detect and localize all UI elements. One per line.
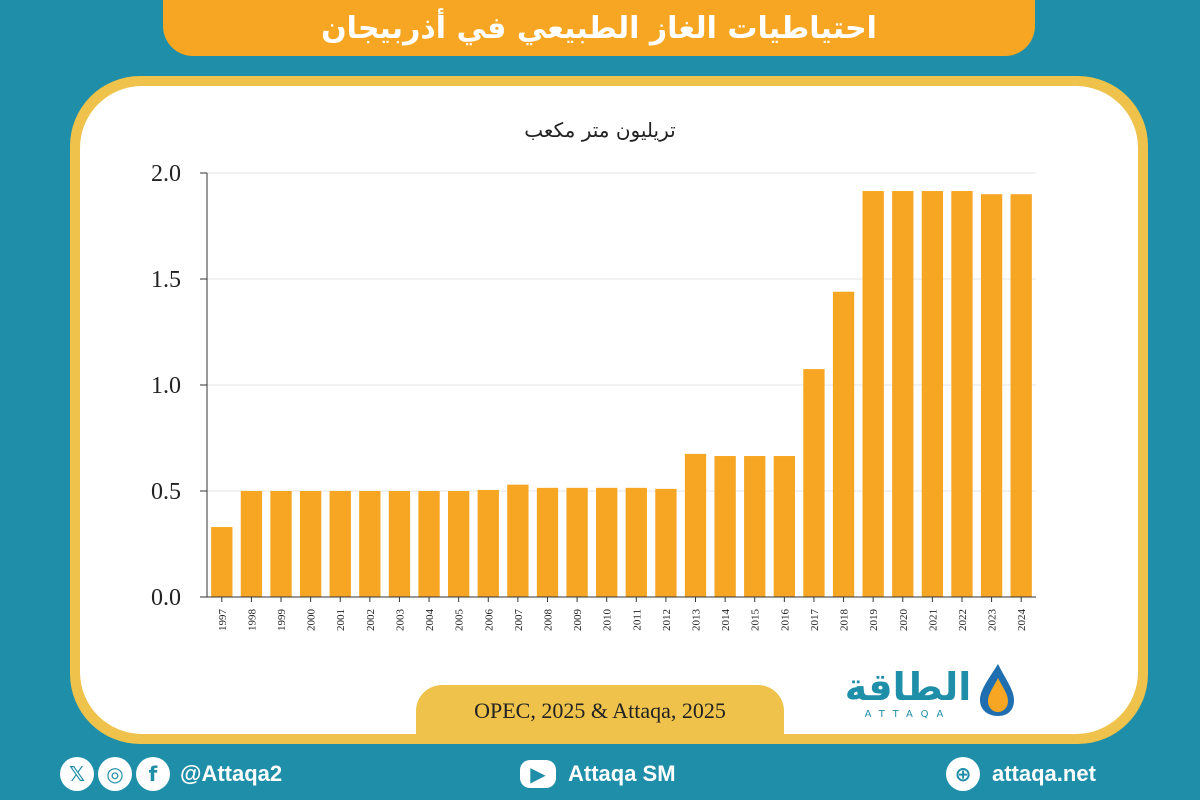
y-tick-label: 1.5 <box>151 267 181 293</box>
youtube-link: ▶ Attaqa SM <box>520 748 676 800</box>
y-axis-ticks: 0.0 0.5 1.0 1.5 2.0 <box>151 161 207 611</box>
bar-2015 <box>744 456 766 597</box>
bar-2016 <box>773 456 795 597</box>
x-tick-label: 2005 <box>454 609 466 632</box>
youtube-label[interactable]: Attaqa SM <box>568 761 676 786</box>
x-tick-label: 2009 <box>572 609 584 632</box>
bar-2009 <box>566 487 588 597</box>
bar-2017 <box>803 369 825 597</box>
bar-2010 <box>596 487 618 597</box>
bar-2004 <box>418 491 440 597</box>
x-tick-label: 2008 <box>542 609 554 632</box>
x-tick-label: 2020 <box>898 609 910 632</box>
x-tick-label: 2015 <box>750 609 762 632</box>
x-tick-label: 2013 <box>691 609 703 632</box>
bar-1999 <box>270 491 292 597</box>
bar-2019 <box>862 191 884 597</box>
y-axis-label: تريليون متر مكعب <box>524 118 675 142</box>
x-tick-label: 2016 <box>779 609 791 632</box>
x-tick-label: 2011 <box>631 609 643 631</box>
x-tick-label: 2017 <box>809 609 821 632</box>
bar-2000 <box>299 491 322 597</box>
x-tick-label: 2004 <box>424 609 436 632</box>
y-tick-label: 0.5 <box>151 479 181 505</box>
facebook-icon[interactable]: f <box>136 757 170 791</box>
x-tick-label: 1999 <box>276 609 288 632</box>
x-tick-label: 2014 <box>720 609 732 632</box>
website-label[interactable]: attaqa.net <box>992 761 1096 786</box>
y-tick-label: 2.0 <box>151 161 181 187</box>
bar-2001 <box>329 491 351 597</box>
bar-2005 <box>448 491 470 597</box>
bar-1998 <box>240 491 263 597</box>
drop-icon <box>980 664 1014 716</box>
youtube-icon[interactable]: ▶ <box>520 760 556 788</box>
x-tick-label: 2021 <box>927 609 939 631</box>
logo-arabic: الطاقة <box>845 665 972 709</box>
bars-group <box>211 191 1032 597</box>
bar-2023 <box>980 194 1003 597</box>
x-tick-label: 2023 <box>987 609 999 632</box>
x-tick-label: 2000 <box>306 609 318 632</box>
bar-2022 <box>951 191 973 597</box>
x-tick-label: 2012 <box>661 609 673 631</box>
x-tick-label: 2002 <box>365 609 377 631</box>
bar-2021 <box>921 191 944 597</box>
bar-2002 <box>359 491 381 597</box>
bar-2007 <box>507 484 529 597</box>
social-handle[interactable]: @Attaqa2 <box>180 761 283 786</box>
globe-icon[interactable]: ⊕ <box>946 757 980 791</box>
x-tick-label: 1998 <box>246 609 258 632</box>
instagram-icon[interactable]: ◎ <box>98 757 132 791</box>
x-tick-label: 2010 <box>602 609 614 632</box>
source-label: OPEC, 2025 & Attaqa, 2025 <box>416 685 784 737</box>
attaqa-logo: الطاقة ATTAQA <box>845 664 1014 720</box>
x-tick-label: 2019 <box>868 609 880 632</box>
website-link: ⊕ attaqa.net <box>946 748 1096 800</box>
bar-2014 <box>714 456 736 597</box>
x-tick-label: 2018 <box>839 609 851 632</box>
bar-2013 <box>684 453 707 597</box>
page-title: احتياطيات الغاز الطبيعي في أذربيجان <box>163 0 1035 56</box>
y-tick-label: 0.0 <box>151 585 181 611</box>
x-tick-label: 2024 <box>1016 609 1028 632</box>
x-icon[interactable]: 𝕏 <box>60 757 94 791</box>
bar-2011 <box>625 487 647 597</box>
x-tick-label: 2001 <box>335 609 347 631</box>
bar-1997 <box>211 527 233 597</box>
x-axis-ticks: 1997 1998 1999 2000 2001 2002 2003 2004 2005 2006… <box>217 597 1028 631</box>
y-tick-label: 1.0 <box>151 373 181 399</box>
bar-2006 <box>477 489 499 597</box>
x-tick-label: 2022 <box>957 609 969 631</box>
x-tick-label: 2006 <box>483 609 495 632</box>
footer: 𝕏 ◎ f @Attaqa2 ▶ Attaqa SM ⊕ attaqa.net <box>0 748 1200 800</box>
x-tick-label: 2003 <box>394 609 406 632</box>
bar-2024 <box>1010 194 1032 597</box>
bar-2003 <box>388 491 411 597</box>
bar-2008 <box>536 487 559 597</box>
x-tick-label: 2007 <box>513 609 525 632</box>
bar-2020 <box>892 191 914 597</box>
social-links: 𝕏 ◎ f @Attaqa2 <box>60 748 282 800</box>
bar-2018 <box>832 291 855 597</box>
x-tick-label: 1997 <box>217 609 229 632</box>
bar-2012 <box>655 488 677 597</box>
logo-latin: ATTAQA <box>865 709 952 720</box>
